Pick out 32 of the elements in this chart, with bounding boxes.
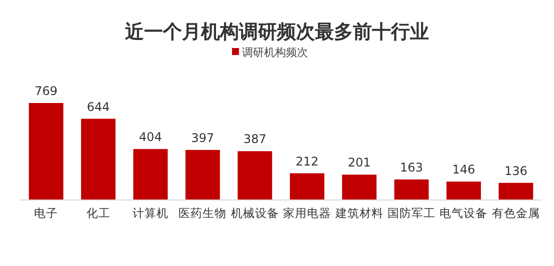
bar (28, 103, 64, 200)
data-label: 146 (452, 162, 476, 177)
x-tick-label: 电子 (34, 206, 58, 220)
data-label: 404 (139, 130, 162, 144)
bar (185, 150, 220, 200)
data-label: 769 (34, 84, 58, 98)
x-tick-label: 电气设备 (440, 206, 488, 220)
bar (446, 182, 481, 200)
bar (498, 182, 534, 200)
x-tick-label: 建筑材料 (334, 206, 384, 220)
x-tick-label: 医药生物 (178, 206, 227, 220)
data-label: 212 (296, 154, 319, 168)
bar (394, 179, 429, 200)
data-label: 163 (400, 160, 423, 174)
x-tick-label: 国防军工 (388, 206, 436, 220)
data-label: 397 (191, 130, 214, 145)
data-label: 201 (348, 156, 371, 170)
data-label: 136 (504, 164, 528, 178)
x-tick-label: 家用电器 (283, 206, 332, 220)
data-label: 644 (86, 100, 110, 114)
bar (342, 174, 377, 200)
x-tick-label: 机械设备 (230, 206, 279, 220)
bar (133, 149, 168, 200)
chart-title: 近一个月机构调研频次最多前十行业 (124, 21, 429, 43)
x-tick-label: 计算机 (132, 206, 168, 220)
bar (81, 118, 116, 200)
x-tick-label: 有色金属 (492, 206, 540, 220)
x-tick-label: 化工 (86, 206, 110, 220)
legend-label: 调研机构频次 (242, 46, 308, 59)
bar (290, 173, 324, 200)
data-label: 387 (243, 132, 266, 146)
bar (238, 151, 272, 200)
